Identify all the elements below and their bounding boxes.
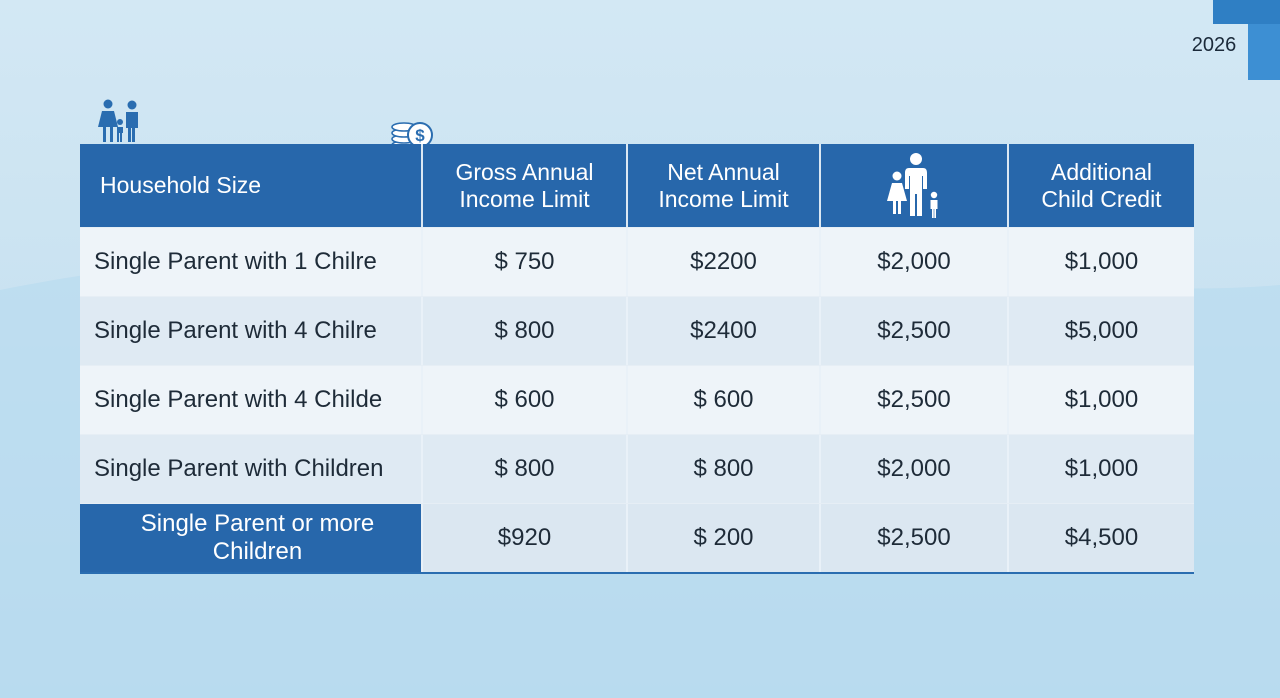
header-net-annual-income-limit: Net Annual Income Limit <box>626 144 819 227</box>
table-row: Single Parent with 4 Chilre $ 800 $2400 … <box>80 296 1194 365</box>
header-family-icon-column <box>819 144 1007 227</box>
header-gross-line-1: Gross Annual <box>455 158 594 185</box>
gross-limit-cell: $ 800 <box>421 297 626 365</box>
corner-accent-block <box>1248 24 1280 80</box>
gross-limit-cell: $ 750 <box>421 228 626 296</box>
child-credit-cell: $1,000 <box>1007 228 1194 296</box>
gross-limit-cell: $920 <box>421 504 626 572</box>
amount-cell: $2,500 <box>819 366 1007 434</box>
amount-cell: $2,500 <box>819 297 1007 365</box>
household-size-cell: Single Parent or more Children <box>80 504 421 572</box>
year-badge: 2026 <box>1191 34 1237 56</box>
net-limit-cell: $2200 <box>626 228 819 296</box>
table-row: Single Parent or more Children $920 $ 20… <box>80 503 1194 572</box>
table-row: Single Parent with 4 Childe $ 600 $ 600 … <box>80 365 1194 434</box>
svg-text:$: $ <box>415 126 425 145</box>
child-credit-cell: $1,000 <box>1007 366 1194 434</box>
gross-limit-cell: $ 800 <box>421 435 626 503</box>
header-credit-line-1: Additional <box>1050 158 1153 185</box>
household-size-cell: Single Parent with 4 Chilre <box>94 317 377 344</box>
header-gross-line-2: Income Limit <box>459 185 590 212</box>
header-gross-annual-income-limit: Gross Annual Income Limit <box>421 144 626 227</box>
household-size-cell: Single Parent with 4 Childe <box>94 386 383 413</box>
amount-cell: $2,500 <box>819 504 1007 572</box>
household-size-cell: Single Parent with 1 Chilre <box>94 248 377 275</box>
net-limit-cell: $2400 <box>626 297 819 365</box>
table-header-row: Household Size Gross Annual Income Limit… <box>80 144 1194 227</box>
amount-cell: $2,000 <box>819 228 1007 296</box>
net-limit-cell: $ 200 <box>626 504 819 572</box>
household-size-cell: Single Parent with Children <box>94 455 384 482</box>
child-credit-cell: $1,000 <box>1007 435 1194 503</box>
family-icon <box>887 152 938 218</box>
net-limit-cell: $ 600 <box>626 366 819 434</box>
amount-cell: $2,000 <box>819 435 1007 503</box>
header-household-size: Household Size <box>100 172 262 198</box>
corner-accent-block <box>1213 0 1280 24</box>
net-limit-cell: $ 800 <box>626 435 819 503</box>
header-net-line-2: Income Limit <box>658 185 789 212</box>
header-credit-line-2: Child Credit <box>1041 185 1162 212</box>
gross-limit-cell: $ 600 <box>421 366 626 434</box>
family-icon <box>98 99 138 142</box>
table-row: Single Parent with 1 Chilre $ 750 $2200 … <box>80 227 1194 296</box>
income-limit-table: Household Size Gross Annual Income Limit… <box>80 144 1194 574</box>
header-additional-child-credit: Additional Child Credit <box>1007 144 1194 227</box>
table-row: Single Parent with Children $ 800 $ 800 … <box>80 434 1194 503</box>
header-net-line-1: Net Annual <box>667 158 780 185</box>
child-credit-cell: $4,500 <box>1007 504 1194 572</box>
child-credit-cell: $5,000 <box>1007 297 1194 365</box>
